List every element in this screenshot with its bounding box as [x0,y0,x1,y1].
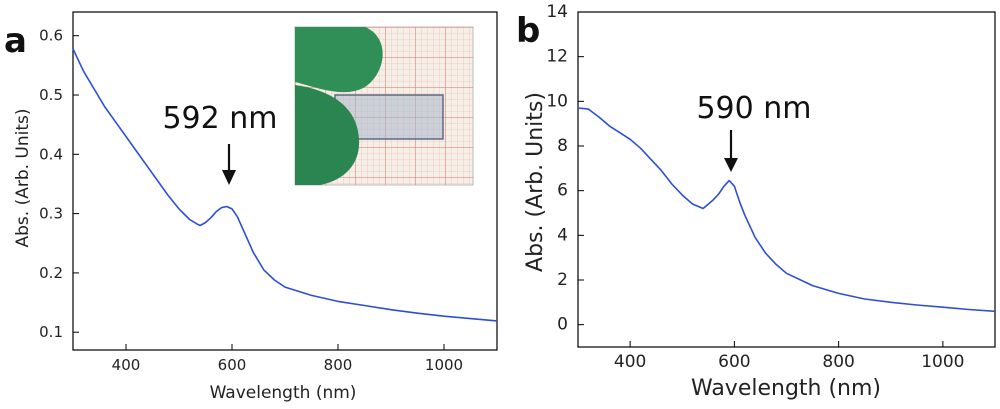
panel-b: b 400 600 800 1000 0 2 4 6 8 10 12 14 Wavelength (n… [516,2,996,401]
y-tick-label-a-0: 0.1 [39,323,63,341]
y-tick-label-a-2: 0.3 [39,205,63,223]
annotation-arrow-b [724,130,738,172]
series-line-b-0 [577,107,996,313]
x-tick-label-a-400: 400 [112,356,141,374]
panel-label-a: a [4,21,27,61]
x-tick-label-b-400: 400 [614,352,646,372]
x-tick-label-a-800: 800 [324,356,353,374]
y-tick-label-b-1: 2 [557,270,568,290]
x-tick-label-a-1000: 1000 [425,356,463,374]
y-axis-title-a: Abs. (Arb. Units) [13,108,33,247]
y-tick-label-b-3: 6 [557,181,568,201]
series-line-a-0 [72,48,498,322]
y-tick-label-a-5: 0.6 [39,27,63,45]
x-axis-title-b: Wavelength (nm) [691,376,881,401]
y-tick-label-b-4: 8 [557,136,568,156]
plot-area-b: 400 600 800 1000 0 2 4 6 8 10 12 14 [546,2,996,372]
y-tick-label-b-5: 10 [546,91,568,111]
y-tick-label-b-7: 14 [546,2,568,22]
y-tick-label-b-6: 12 [546,47,568,67]
inset-photo [294,26,474,186]
inset-glove-finger-bottom [295,85,360,185]
y-tick-label-a-1: 0.2 [39,264,63,282]
x-tick-label-b-600: 600 [718,352,750,372]
y-tick-label-a-3: 0.4 [39,145,63,163]
y-tick-label-b-0: 0 [557,315,568,335]
plot-frame-b [577,11,996,348]
x-axis-title-a: Wavelength (nm) [210,383,357,403]
plot-area-a: 400 600 800 1000 0.1 0.2 0.3 0.4 0.5 0.6 [39,11,498,374]
plot-frame-a [72,11,498,351]
panel-a: a 400 600 800 1000 0.1 0.2 0.3 0.4 0.5 0.6 Wavele… [4,11,498,403]
annotation-590nm: 590 nm [696,91,811,126]
inset-glove-finger-top [295,27,383,93]
y-tick-label-a-4: 0.5 [39,86,63,104]
panel-label-b: b [516,11,540,51]
annotation-592nm: 592 nm [162,101,277,136]
y-tick-label-b-2: 4 [557,225,568,245]
x-tick-label-b-800: 800 [822,352,854,372]
annotation-arrow-a [222,144,236,185]
y-axis-title-b: Abs. (Arb. Units) [523,92,548,272]
x-tick-label-a-600: 600 [218,356,247,374]
x-tick-label-b-1000: 1000 [921,352,964,372]
